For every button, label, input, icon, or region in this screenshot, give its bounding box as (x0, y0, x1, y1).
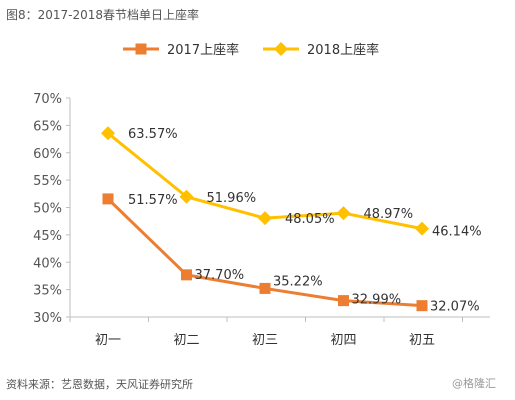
y-tick-label: 35% (33, 284, 62, 299)
data-point-marker (102, 193, 114, 205)
source-note: 资料来源：艺恩数据，天风证券研究所 (6, 378, 193, 391)
data-label: 46.14% (432, 225, 482, 240)
y-axis: 30% 35% 40% 45% 50% 55% 60% 65% 70% (33, 92, 71, 326)
data-point-marker (258, 211, 272, 226)
data-point-marker (101, 126, 115, 141)
data-label: 51.96% (207, 191, 257, 206)
x-tick-label: 初五 (409, 333, 435, 348)
y-tick-label: 55% (33, 174, 62, 189)
x-tick-label: 初三 (252, 333, 278, 348)
y-tick-label: 50% (33, 202, 62, 217)
y-tick-label: 45% (33, 229, 62, 244)
x-tick-label: 初二 (173, 333, 199, 348)
x-tick-label: 初一 (95, 333, 121, 348)
data-label: 51.57% (128, 193, 178, 208)
series-2018上座率: 63.57% 51.96% 48.05% 48.97% 46.14% (101, 126, 482, 240)
plot-area: 51.57% 37.70% 35.22% 32.99% 32.07% 63.57% 51.9… (101, 126, 482, 315)
watermark-text: @格隆汇 (452, 377, 496, 390)
chart-title: 图8：2017-2018春节档单日上座率 (6, 8, 200, 22)
legend-label: 2017上座率 (167, 42, 239, 58)
chart-legend: 2017上座率 2018上座率 (123, 42, 379, 58)
data-point-marker (259, 282, 271, 294)
legend-item: 2017上座率 (123, 42, 239, 58)
legend-item: 2018上座率 (263, 42, 379, 58)
data-label: 48.97% (364, 207, 414, 222)
data-point-marker (338, 295, 349, 307)
y-tick-label: 40% (33, 256, 62, 271)
data-point-marker (415, 221, 429, 236)
legend-label: 2018上座率 (307, 42, 379, 58)
data-point-marker (336, 206, 351, 221)
y-tick-label: 70% (33, 92, 62, 107)
data-label: 63.57% (128, 127, 178, 142)
legend-marker (135, 43, 147, 55)
legend-marker (274, 42, 288, 56)
data-point-marker (416, 300, 428, 312)
y-tick-label: 65% (33, 119, 62, 134)
data-label: 37.70% (195, 268, 245, 283)
data-point-marker (179, 189, 194, 204)
x-axis: 初一 初二 初三 初四 初五 (69, 316, 490, 348)
x-tick-label: 初四 (330, 333, 356, 348)
data-label: 32.07% (430, 300, 480, 315)
series-2017上座率: 51.57% 37.70% 35.22% 32.99% 32.07% (102, 193, 480, 315)
data-point-marker (181, 269, 192, 281)
data-label: 32.99% (352, 293, 402, 308)
y-tick-label: 60% (33, 147, 62, 162)
data-label: 35.22% (273, 274, 323, 289)
data-label: 48.05% (285, 212, 335, 227)
y-tick-label: 30% (33, 311, 62, 326)
